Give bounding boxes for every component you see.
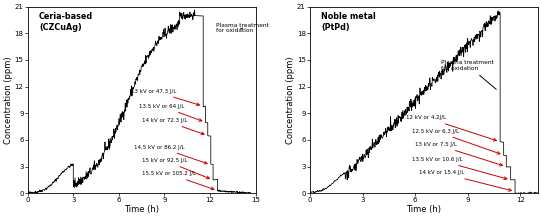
X-axis label: Time (h): Time (h) (124, 205, 159, 214)
Text: 13.5 kV or 64 J/L: 13.5 kV or 64 J/L (139, 104, 202, 121)
Text: Ceria-based
(CZCuAg): Ceria-based (CZCuAg) (39, 12, 93, 32)
Text: 13 kV or 7.5 J/L: 13 kV or 7.5 J/L (415, 142, 502, 166)
Text: 13.5 kV or 10.6 J/L: 13.5 kV or 10.6 J/L (411, 157, 507, 179)
Text: 14 kV or 72.3 J/L: 14 kV or 72.3 J/L (141, 118, 204, 135)
Text: Plasma treatment
for oxidation: Plasma treatment for oxidation (441, 60, 496, 89)
Text: Noble metal
(PtPd): Noble metal (PtPd) (321, 12, 376, 32)
Text: 12 kV or 4.2J/L: 12 kV or 4.2J/L (406, 115, 496, 141)
Y-axis label: Concentration (ppm): Concentration (ppm) (4, 56, 13, 144)
Text: 13 kV or 47.3 J/L: 13 kV or 47.3 J/L (131, 89, 199, 106)
X-axis label: Time (h): Time (h) (406, 205, 441, 214)
Y-axis label: Concentration (ppm): Concentration (ppm) (286, 56, 295, 144)
Text: 14.5 kV or 86.2 J/L: 14.5 kV or 86.2 J/L (134, 145, 207, 164)
Text: 15.5 kV or 105.2 J/L: 15.5 kV or 105.2 J/L (141, 171, 214, 190)
Text: 12.5 kV or 6.3 J/L: 12.5 kV or 6.3 J/L (411, 129, 500, 154)
Text: 15 kV or 92.5 J/L: 15 kV or 92.5 J/L (141, 158, 210, 179)
Text: 14 kV or 15.4 J/L: 14 kV or 15.4 J/L (418, 170, 511, 191)
Text: Plasma treatment
for oxidation: Plasma treatment for oxidation (216, 23, 269, 33)
